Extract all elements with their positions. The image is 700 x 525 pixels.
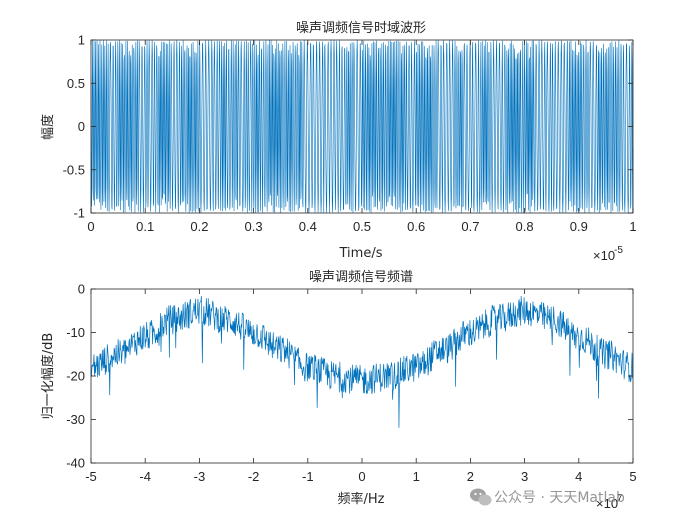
spectrum-plot-xlabel: 频率/Hz <box>338 491 385 507</box>
spectrum-plot-ylabel: 归一化幅度/dB <box>40 333 56 420</box>
time-plot-xtick-label: 0.2 <box>190 219 208 234</box>
svg-text:-5: -5 <box>614 245 623 256</box>
time-plot-xtick-label: 0.8 <box>516 219 534 234</box>
spectrum-plot-xtick-label: -4 <box>139 469 151 484</box>
spectrum-plot-xtick-label: -3 <box>194 469 206 484</box>
time-plot-ytick-label: 0.5 <box>67 76 85 91</box>
time-plot-ylabel: 幅度 <box>40 114 56 140</box>
time-plot-xtick-label: 0.9 <box>570 219 588 234</box>
spectrum-plot-xtick-label: 2 <box>467 469 474 484</box>
svg-text:7: 7 <box>617 493 623 504</box>
spectrum-plot-ytick-label: -10 <box>66 325 85 340</box>
spectrum-plot-ytick-label: 0 <box>78 282 85 297</box>
spectrum-plot-x-exponent: ×10 7 <box>596 493 623 511</box>
watermark: 公众号 · 天天Matlab <box>470 488 625 506</box>
spectrum-plot-xtick-label: 5 <box>629 469 636 484</box>
time-plot-title: 噪声调频信号时域波形 <box>296 21 426 36</box>
time-waveform-line <box>90 40 634 213</box>
spectrum-plot-ytick-label: -30 <box>66 412 85 427</box>
spectrum-plot-xtick-label: 0 <box>358 469 365 484</box>
spectrum-plot-xtick-label: 1 <box>413 469 420 484</box>
time-domain-plot: 噪声调频信号时域波形 0 0.1 0.2 0.3 0.4 0.5 0.6 0.7 0.8 0.9 1… <box>40 21 637 263</box>
spectrum-plot-ytick-label: -40 <box>66 456 85 471</box>
wechat-icon <box>470 488 492 506</box>
spectrum-plot-ytick-label: -20 <box>66 369 85 384</box>
spectrum-plot-xtick-label: 4 <box>575 469 582 484</box>
time-waveform-series <box>90 40 634 213</box>
time-plot-x-exponent: ×10 -5 <box>593 245 623 263</box>
time-plot-ytick-label: 1 <box>78 33 85 48</box>
spectrum-plot-title: 噪声调频信号频谱 <box>309 270 413 285</box>
time-plot-xtick-label: 0.5 <box>353 219 371 234</box>
time-plot-xlabel: Time/s <box>339 246 383 261</box>
svg-text:×10: ×10 <box>596 496 618 511</box>
time-plot-ytick-label: -1 <box>73 206 85 221</box>
spectrum-series <box>90 295 634 428</box>
time-plot-ytick-label: -0.5 <box>63 162 85 177</box>
time-plot-xtick-label: 0.6 <box>407 219 425 234</box>
spectrum-plot-xtick-label: -5 <box>85 469 97 484</box>
spectrum-plot-xtick-label: -2 <box>248 469 260 484</box>
time-plot-xtick-label: 0.4 <box>299 219 317 234</box>
svg-text:×10: ×10 <box>593 248 615 263</box>
spectrum-plot: 噪声调频信号频谱 -5 -4 -3 -2 -1 0 1 2 3 4 5 -40-30-20-100 … <box>40 270 637 511</box>
time-plot-ytick-label: 0 <box>78 119 85 134</box>
time-plot-xtick-label: 0 <box>87 219 94 234</box>
time-plot-xtick-label: 0.1 <box>136 219 154 234</box>
spectrum-plot-xtick-label: -1 <box>302 469 314 484</box>
time-plot-xtick-label: 0.7 <box>461 219 479 234</box>
spectrum-line <box>90 295 634 428</box>
spectrum-plot-xtick-label: 3 <box>521 469 528 484</box>
watermark-text: 公众号 · 天天Matlab <box>494 490 625 506</box>
time-plot-xtick-label: 0.3 <box>245 219 263 234</box>
time-plot-xtick-label: 1 <box>629 219 636 234</box>
